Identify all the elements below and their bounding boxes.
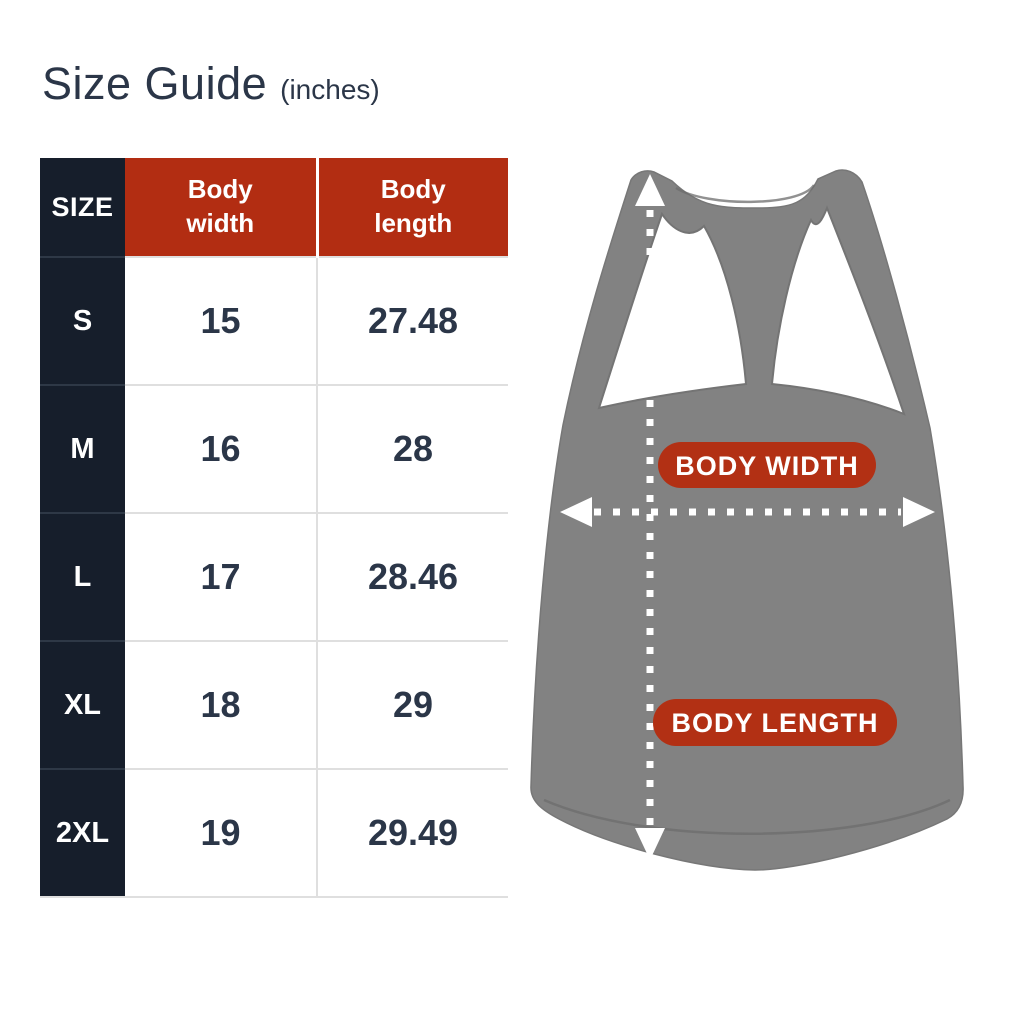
page-title: Size Guide (inches) xyxy=(42,58,380,110)
table-row: XL 18 29 xyxy=(40,640,508,769)
body-width-pill xyxy=(658,442,876,488)
size-cell: S xyxy=(40,256,125,385)
arrow-down-icon xyxy=(635,828,665,860)
header-row: SIZE Body width Body length xyxy=(40,158,508,257)
size-table-header: SIZE Body width Body length xyxy=(40,158,508,257)
body-width-cell: 17 xyxy=(125,512,317,641)
body-width-label: BODY WIDTH xyxy=(675,451,859,481)
col-header-size: SIZE xyxy=(40,158,125,257)
table-row: M 16 28 xyxy=(40,384,508,513)
size-cell: L xyxy=(40,512,125,641)
body-length-pill xyxy=(653,699,897,746)
body-width-cell: 15 xyxy=(125,256,317,385)
body-length-cell: 29 xyxy=(316,640,508,769)
page-title-text: Size Guide xyxy=(42,58,268,109)
left-armhole-cutout xyxy=(597,211,748,410)
size-table: SIZE Body width Body length S 15 27.48 M… xyxy=(40,158,508,898)
page-title-units: (inches) xyxy=(280,74,380,105)
col-header-body-width: Body width xyxy=(125,158,317,257)
right-armhole-cutout xyxy=(770,205,906,416)
size-cell: M xyxy=(40,384,125,513)
table-row: 2XL 19 29.49 xyxy=(40,768,508,897)
body-length-cell: 28.46 xyxy=(316,512,508,641)
table-row: S 15 27.48 xyxy=(40,256,508,385)
tank-top-shape xyxy=(530,169,964,871)
body-length-cell: 27.48 xyxy=(316,256,508,385)
body-length-cell: 29.49 xyxy=(316,768,508,897)
hem-seam xyxy=(543,798,951,835)
col-header-body-length: Body length xyxy=(315,158,508,257)
body-width-cell: 16 xyxy=(125,384,317,513)
tank-top-diagram: BODY WIDTH BODY LENGTH xyxy=(530,169,964,871)
table-row: L 17 28.46 xyxy=(40,512,508,641)
neckline-seam xyxy=(675,184,816,204)
arrow-up-icon xyxy=(635,174,665,206)
body-length-label: BODY LENGTH xyxy=(671,708,878,738)
arrow-left-icon xyxy=(560,497,592,527)
size-cell: XL xyxy=(40,640,125,769)
arrow-right-icon xyxy=(903,497,935,527)
body-length-cell: 28 xyxy=(316,384,508,513)
size-cell: 2XL xyxy=(40,768,125,897)
body-width-cell: 19 xyxy=(125,768,317,897)
body-width-cell: 18 xyxy=(125,640,317,769)
